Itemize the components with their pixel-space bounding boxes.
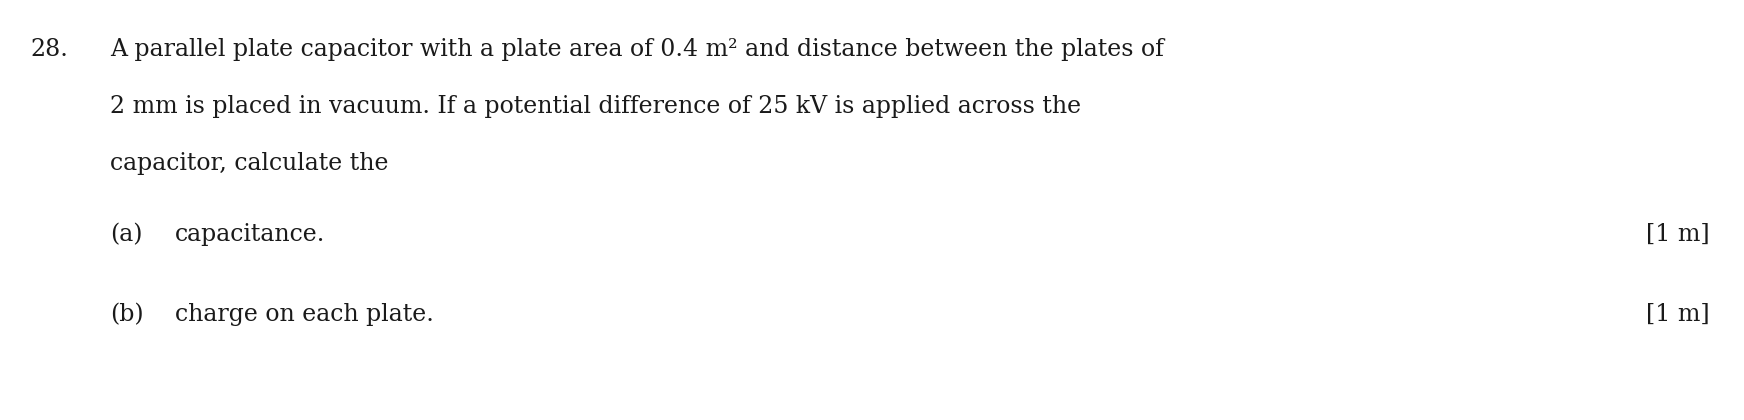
Text: 2 mm is placed in vacuum. If a potential difference of 25 kV is applied across t: 2 mm is placed in vacuum. If a potential… bbox=[110, 95, 1081, 118]
Text: A parallel plate capacitor with a plate area of 0.4 m² and distance between the : A parallel plate capacitor with a plate … bbox=[110, 38, 1163, 61]
Text: 28.: 28. bbox=[30, 38, 68, 61]
Text: capacitor, calculate the: capacitor, calculate the bbox=[110, 152, 389, 175]
Text: [1 m]: [1 m] bbox=[1646, 223, 1711, 246]
Text: (b): (b) bbox=[110, 303, 143, 326]
Text: (a): (a) bbox=[110, 223, 143, 246]
Text: [1 m]: [1 m] bbox=[1646, 303, 1711, 326]
Text: capacitance.: capacitance. bbox=[174, 223, 326, 246]
Text: charge on each plate.: charge on each plate. bbox=[174, 303, 434, 326]
